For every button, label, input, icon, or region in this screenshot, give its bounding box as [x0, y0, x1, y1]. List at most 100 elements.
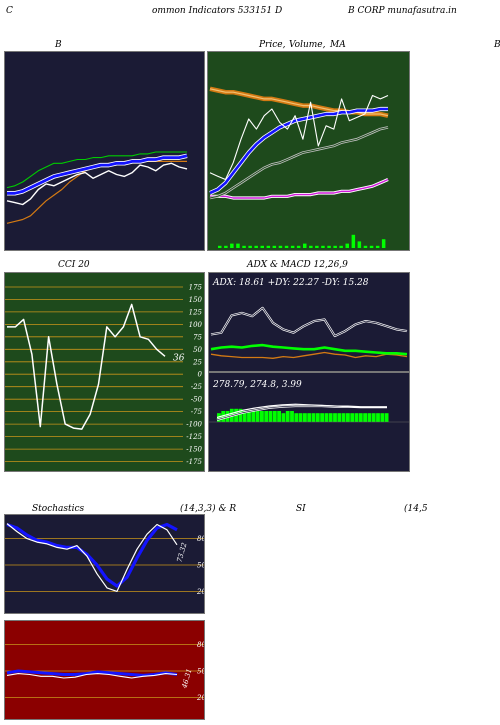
macd-histogram-bar	[307, 413, 312, 422]
macd-histogram-bar	[328, 413, 333, 422]
rsi-params-title: (14,5	[404, 504, 428, 514]
adx-line	[210, 343, 408, 356]
adx-panel: ADX: 18.61 +DY: 22.27 -DY: 15.28	[208, 272, 410, 372]
macd-readout: 278.79, 274.8, 3.99	[212, 380, 302, 390]
cci-tick-label: 100	[189, 321, 203, 329]
price-line	[209, 94, 389, 181]
header-left: C	[6, 6, 13, 16]
bollinger-upper-band	[6, 151, 187, 189]
macd-chart: 278.79, 274.8, 3.99	[209, 380, 409, 423]
price-title: Price,	[259, 40, 286, 50]
volume-bar	[315, 245, 319, 248]
volume-bar	[284, 245, 289, 248]
volume-bar	[333, 245, 337, 248]
ma-title: MA	[330, 40, 346, 50]
rsi-title: SI	[296, 504, 306, 514]
ma-blue-line	[209, 107, 388, 195]
macd-histogram-bar	[358, 413, 363, 422]
cci-tick-label: 0	[198, 371, 203, 379]
macd-histogram-bar	[264, 411, 269, 422]
macd-histogram-bar	[281, 413, 286, 422]
cci-tick-label: -75	[191, 408, 203, 416]
macd-histogram-bar	[277, 411, 281, 422]
rsi-tick-label: 50	[197, 668, 204, 676]
volume-bar	[254, 245, 258, 248]
volume-bar	[351, 234, 356, 248]
adx-readout: ADX: 18.61 +DY: 22.27 -DY: 15.28	[212, 278, 369, 288]
stoch-value-label: 73.32	[176, 541, 189, 563]
stoch-tick-label: 80	[197, 535, 204, 543]
bollinger-chart	[6, 151, 188, 224]
volume-bar	[272, 245, 277, 248]
macd-histogram-bar	[242, 411, 247, 422]
volume-bar	[375, 245, 380, 248]
header-center-right: B CORP munafasutra.in	[348, 6, 457, 16]
cci-tick-label: -100	[186, 421, 202, 429]
ma-mid-line-inner	[209, 126, 389, 199]
adx-macd-title: ADX & MACD 12,26,9	[247, 260, 348, 270]
volume-bar	[296, 245, 301, 248]
rsi-smooth-line	[6, 669, 178, 677]
rsi-panel: 80502046.31	[4, 620, 205, 720]
cci-title: CCI 20	[58, 260, 90, 270]
cci-tick-label: 75	[193, 333, 202, 341]
volume-bar	[248, 245, 252, 248]
macd-histogram-bar	[272, 411, 277, 422]
bollinger-title: B	[55, 40, 62, 50]
cci-tick-label: 25	[192, 358, 202, 366]
macd-histogram-bar	[371, 413, 376, 422]
stoch-params-title: (14,3,3) & R	[180, 504, 237, 514]
macd-histogram-bar	[247, 411, 251, 422]
macd-panel: 278.79, 274.8, 3.99	[208, 372, 410, 472]
cci-line	[7, 303, 166, 430]
macd-histogram-bar	[380, 413, 385, 422]
volume-bar	[303, 243, 307, 248]
macd-histogram-bar	[376, 413, 380, 422]
volume-bar	[363, 245, 368, 248]
stochastics-title: Stochastics	[32, 504, 85, 514]
adx-plus-dy-line	[210, 306, 408, 338]
macd-histogram-bar	[350, 413, 355, 422]
stoch-tick-label: 20	[196, 588, 204, 596]
watermark: MunafaSutra.com	[216, 590, 441, 619]
adx-chart: ADX: 18.61 +DY: 22.27 -DY: 15.28	[210, 278, 408, 359]
cci-tick-label: 150	[189, 296, 203, 304]
macd-histogram-bar	[303, 413, 307, 422]
bollinger-middle-band	[7, 154, 188, 195]
volume-bar	[357, 241, 362, 248]
macd-histogram-bar	[363, 413, 367, 422]
cci-panel: 175 150 125 100 75 50 25 0 -25 -50 -75 -100 -125 -150…	[4, 272, 205, 472]
stoch-k-line	[6, 523, 178, 593]
volume-bar	[230, 243, 234, 248]
macd-histogram-bar	[341, 413, 346, 422]
macd-histogram-bar	[298, 413, 303, 422]
macd-histogram-bar	[268, 411, 273, 422]
volume-bar	[345, 243, 349, 248]
bollinger-lower-band	[6, 160, 187, 224]
macd-histogram-bar	[311, 413, 316, 422]
stochastics-chart: 80 50 20 73.32	[5, 522, 204, 596]
macd-histogram-bar	[285, 411, 290, 422]
macd-histogram-bar	[251, 411, 256, 422]
edge-right-title: B	[494, 40, 500, 50]
stochastics-panel: 80 50 20 73.32	[4, 514, 205, 614]
macd-histogram-bar	[354, 413, 359, 422]
rsi-tick-label: 20	[196, 694, 204, 702]
volume-bar	[381, 239, 386, 248]
volume-bar	[327, 245, 331, 248]
cci-chart: 175 150 125 100 75 50 25 0 -25 -50 -75 -100 -125 -150…	[5, 283, 203, 466]
volume-bar	[369, 245, 374, 248]
volume-bar	[309, 245, 313, 248]
volume-title: Volume,	[289, 40, 326, 50]
macd-histogram-bar	[294, 413, 299, 422]
macd-histogram-bar	[337, 413, 342, 422]
macd-histogram-bar	[315, 413, 320, 422]
cci-tick-label: -25	[191, 383, 203, 391]
macd-histogram-bar	[217, 413, 221, 422]
volume-bar	[224, 245, 228, 248]
macd-histogram-bar	[333, 413, 337, 422]
rsi-tick-label: 80	[197, 641, 204, 649]
macd-histogram-bar	[238, 408, 243, 422]
bollinger-price-line	[6, 162, 188, 206]
rsi-line	[6, 673, 178, 679]
